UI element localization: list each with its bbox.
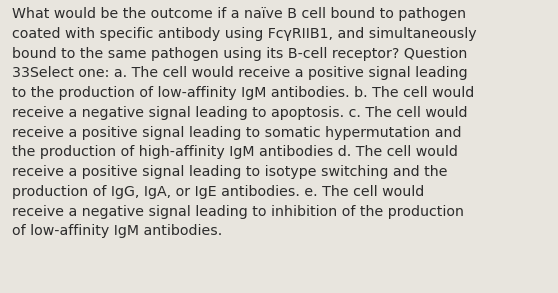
Text: What would be the outcome if a naïve B cell bound to pathogen
coated with specif: What would be the outcome if a naïve B c… <box>12 7 477 238</box>
